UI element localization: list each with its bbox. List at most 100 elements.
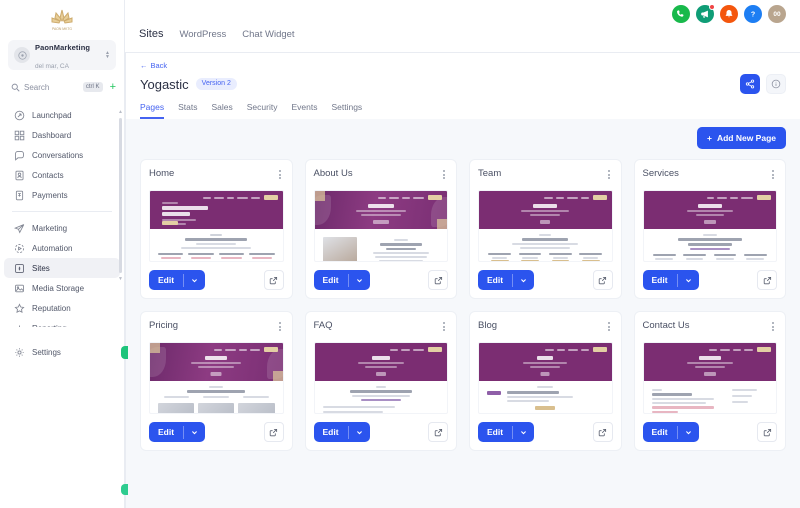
sidebar-item-conversations[interactable]: Conversations (4, 145, 120, 165)
subtab-stats[interactable]: Stats (178, 102, 198, 112)
info-button[interactable] (766, 74, 786, 94)
sidebar-item-payments[interactable]: Payments (4, 185, 120, 205)
edit-button[interactable]: Edit (158, 275, 175, 285)
external-link-icon[interactable] (757, 422, 777, 442)
chevron-down-icon[interactable] (349, 272, 370, 289)
pages-grid-scroll[interactable]: Home (126, 149, 800, 508)
share-button[interactable] (740, 74, 760, 94)
chevron-down-icon[interactable] (184, 272, 205, 289)
back-link[interactable]: ← Back (140, 61, 786, 70)
edit-button[interactable]: Edit (487, 275, 504, 285)
external-link-icon[interactable] (757, 270, 777, 290)
sidebar-item-sites[interactable]: Sites (4, 258, 120, 278)
chevron-down-icon[interactable] (513, 272, 534, 289)
action-row: + Add New Page (126, 119, 800, 149)
page-card-contact-us[interactable]: Contact Us (633, 311, 786, 451)
top-tabs: Sites WordPress Chat Widget (139, 0, 295, 40)
bell-icon[interactable] (720, 5, 738, 23)
page-card-home[interactable]: Home (140, 159, 293, 299)
tab-wordpress[interactable]: WordPress (179, 28, 227, 40)
edit-button-group[interactable]: Edit (313, 422, 370, 442)
sidebar-scrollbar[interactable]: ▲ ▼ (118, 109, 123, 282)
kebab-menu-icon[interactable] (605, 168, 613, 181)
edit-button-group[interactable]: Edit (149, 270, 206, 290)
external-link-icon[interactable] (428, 270, 448, 290)
subtab-settings[interactable]: Settings (331, 102, 363, 112)
external-link-icon[interactable] (592, 270, 613, 290)
page-card-about-us[interactable]: About Us (304, 159, 457, 299)
subtab-security[interactable]: Security (246, 102, 278, 112)
subtab-events[interactable]: Events (291, 102, 318, 112)
edit-button-group[interactable]: Edit (149, 422, 206, 442)
page-card-services[interactable]: Services (633, 159, 786, 299)
help-icon[interactable]: ? (744, 5, 762, 23)
tab-sites[interactable]: Sites (139, 28, 164, 40)
subtab-sales[interactable]: Sales (211, 102, 233, 112)
kebab-menu-icon[interactable] (605, 320, 613, 333)
edit-button[interactable]: Edit (158, 427, 175, 437)
page-card-team[interactable]: Team (469, 159, 622, 299)
sidebar-item-media-storage[interactable]: Media Storage (4, 278, 120, 298)
page-card-blog[interactable]: Blog (469, 311, 622, 451)
sidebar-item-contacts[interactable]: Contacts (4, 165, 120, 185)
scroll-down-icon[interactable]: ▼ (118, 276, 123, 282)
avatar[interactable]: 00 (768, 5, 786, 23)
page-card-faq[interactable]: FAQ (304, 311, 457, 451)
chevron-down-icon[interactable] (184, 424, 205, 441)
sidebar-item-reputation[interactable]: Reputation (4, 298, 120, 318)
edit-button-group[interactable]: Edit (478, 422, 535, 442)
edit-button[interactable]: Edit (651, 275, 668, 285)
chevron-down-icon[interactable] (349, 424, 370, 441)
sidebar-item-settings[interactable]: Settings (4, 342, 120, 362)
workspace-location: del mar, CA (35, 63, 69, 70)
chevron-down-icon[interactable] (678, 424, 699, 441)
chevron-down-icon[interactable] (513, 424, 534, 441)
external-link-icon[interactable] (263, 422, 284, 442)
edit-button-group[interactable]: Edit (478, 270, 535, 290)
sidebar-item-dashboard[interactable]: Dashboard (4, 125, 120, 145)
scroll-track[interactable] (119, 118, 122, 273)
external-link-icon[interactable] (592, 422, 613, 442)
sidebar-item-automation[interactable]: Automation (4, 238, 120, 258)
sidebar-item-label: Payments (32, 190, 68, 200)
edge-handle-top[interactable] (121, 346, 128, 359)
kebab-menu-icon[interactable] (440, 320, 448, 333)
kebab-menu-icon[interactable] (276, 320, 284, 333)
card-footer: Edit (149, 270, 284, 290)
chevron-down-icon[interactable] (678, 272, 699, 289)
edit-button-group[interactable]: Edit (642, 270, 699, 290)
tab-chat-widget[interactable]: Chat Widget (242, 28, 295, 40)
card-header: Pricing (149, 320, 284, 336)
add-new-page-button[interactable]: + Add New Page (696, 127, 786, 149)
subtab-pages[interactable]: Pages (140, 102, 165, 119)
workspace-selector[interactable]: PaonMarketing del mar, CA ▲ ▼ (8, 40, 116, 70)
edit-button-group[interactable]: Edit (642, 422, 699, 442)
phone-icon[interactable] (672, 5, 690, 23)
external-link-icon[interactable] (428, 422, 448, 442)
kebab-menu-icon[interactable] (769, 168, 777, 181)
megaphone-icon[interactable] (696, 4, 715, 23)
kebab-menu-icon[interactable] (276, 168, 284, 181)
workspace-name: PaonMarketing (35, 43, 91, 52)
sidebar-item-marketing[interactable]: Marketing (4, 218, 120, 238)
quick-add-icon[interactable]: + (109, 80, 116, 93)
sidebar: PAON MKTG PaonMarketing del mar, CA ▲ ▼ (0, 0, 128, 508)
edit-button[interactable]: Edit (322, 275, 339, 285)
card-title: Contact Us (642, 320, 690, 331)
edit-button[interactable]: Edit (487, 427, 504, 437)
scroll-up-icon[interactable]: ▲ (118, 109, 123, 115)
edge-handle-bottom[interactable] (121, 484, 128, 495)
pages-grid: Home (140, 159, 786, 451)
kebab-menu-icon[interactable] (769, 320, 777, 333)
sidebar-item-reporting[interactable]: Reporting (0, 318, 124, 327)
edit-button[interactable]: Edit (651, 427, 668, 437)
kebab-menu-icon[interactable] (440, 168, 448, 181)
arrow-left-icon: ← (140, 61, 148, 70)
edit-button[interactable]: Edit (322, 427, 339, 437)
edit-button-group[interactable]: Edit (313, 270, 370, 290)
sidebar-item-label: Reporting (32, 324, 67, 328)
external-link-icon[interactable] (263, 270, 284, 290)
search-input[interactable]: Search ctrl K (8, 77, 106, 97)
sidebar-item-launchpad[interactable]: Launchpad (4, 105, 120, 125)
page-card-pricing[interactable]: Pricing (140, 311, 293, 451)
